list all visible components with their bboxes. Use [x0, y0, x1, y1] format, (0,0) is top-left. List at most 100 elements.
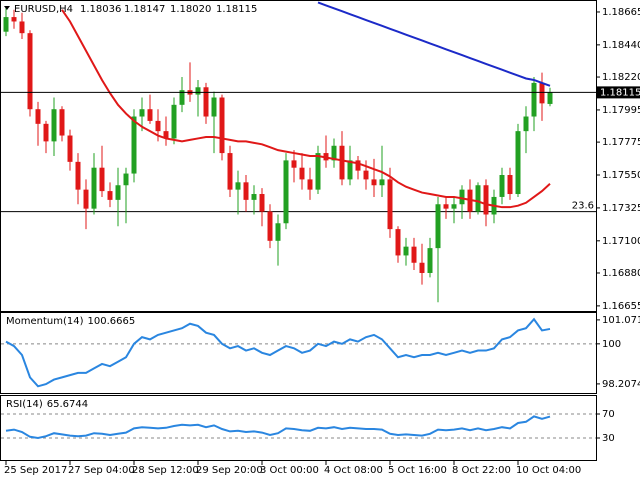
fib-level-label: 23.6 — [572, 201, 594, 212]
candle-body — [19, 21, 25, 34]
candle-body — [139, 109, 145, 117]
candle-body — [235, 182, 241, 190]
candle-body — [291, 160, 297, 168]
y-tick-label: 1.16880 — [602, 268, 640, 279]
y-tick-label: 1.17995 — [602, 105, 640, 116]
indicator-title: Momentum(14) 100.6665 — [6, 316, 135, 327]
x-tick-label: 5 Oct 16:00 — [388, 465, 447, 476]
candle-body — [539, 82, 545, 104]
y-tick-label: 1.18440 — [602, 40, 640, 51]
candle-body — [515, 131, 521, 195]
candle-body — [547, 92, 553, 104]
momentum-panel — [0, 312, 597, 394]
candle-body — [499, 175, 505, 197]
candle-body — [531, 82, 537, 117]
candle-body — [179, 90, 185, 105]
candle-body — [307, 179, 313, 190]
x-tick-label: 8 Oct 22:00 — [452, 465, 511, 476]
candle-body — [35, 109, 41, 124]
quote-close: 1.18115 — [216, 4, 257, 15]
candle-body — [147, 109, 153, 121]
candle-body — [315, 153, 321, 190]
candle-body — [403, 246, 409, 256]
candle-body — [355, 160, 361, 171]
x-tick-label: 10 Oct 04:00 — [516, 465, 581, 476]
y-tick-label: 1.17775 — [602, 137, 640, 148]
symbol: EURUSD,H4 — [14, 4, 73, 15]
candle-body — [363, 170, 369, 180]
candle-body — [171, 104, 177, 139]
candle-body — [99, 167, 105, 192]
candle-body — [419, 262, 425, 273]
candle-body — [371, 179, 377, 186]
candle-body — [243, 182, 249, 200]
quote-high: 1.18147 — [124, 4, 165, 15]
indicator-value: 65.6744 — [47, 399, 88, 410]
price-label: 1.18115 — [600, 87, 640, 98]
candle-body — [523, 116, 529, 132]
candle-body — [75, 161, 81, 190]
candle-body — [91, 167, 97, 209]
indicator-title: RSI(14) 65.6744 — [6, 399, 88, 410]
candle-body — [27, 33, 33, 110]
candle-body — [83, 189, 89, 209]
candle-body — [211, 97, 217, 117]
x-tick-label: 25 Sep 2017 — [4, 465, 67, 476]
candle-body — [443, 204, 449, 209]
candle-body — [387, 179, 393, 230]
y-tick-label: 1.18220 — [602, 72, 640, 83]
moving-average — [317, 1, 551, 87]
candle-body — [123, 173, 129, 186]
candle-body — [483, 185, 489, 215]
candle-body — [451, 204, 457, 209]
candle-body — [299, 167, 305, 180]
x-tick-label: 29 Sep 20:00 — [196, 465, 263, 476]
candle-body — [227, 153, 233, 190]
candle-body — [115, 185, 121, 200]
price-box — [597, 86, 640, 99]
indicator-line — [5, 317, 551, 388]
candle-body — [3, 17, 9, 32]
y-tick-label: 1.17325 — [602, 203, 640, 214]
indicator-name: RSI(14) — [6, 399, 43, 410]
candle-body — [107, 191, 113, 200]
candle-body — [11, 17, 17, 22]
main-panel — [0, 0, 597, 312]
y-tick-label: 70 — [602, 409, 615, 420]
x-tick-label: 27 Sep 04:00 — [68, 465, 135, 476]
y-tick-label: 1.18665 — [602, 7, 640, 18]
candle-body — [339, 145, 345, 180]
candle-body — [507, 175, 513, 195]
candle-body — [155, 120, 161, 132]
quote-open: 1.18036 — [80, 4, 121, 15]
y-tick-label: 100 — [602, 339, 621, 350]
candle-body — [251, 194, 257, 200]
candle-body — [195, 87, 201, 95]
y-tick-label: 98.2074 — [602, 379, 640, 390]
candle-body — [259, 194, 265, 212]
indicator-line — [5, 415, 551, 440]
rsi-panel — [0, 395, 597, 461]
candle-body — [395, 229, 401, 256]
candle-body — [67, 135, 73, 162]
candle-body — [475, 185, 481, 212]
y-tick-label: 1.17550 — [602, 170, 640, 181]
candle-body — [203, 87, 209, 117]
y-tick-label: 1.17100 — [602, 236, 640, 247]
quote-low: 1.18020 — [170, 4, 211, 15]
candle-body — [411, 246, 417, 263]
candle-body — [131, 116, 137, 174]
x-tick-label: 3 Oct 00:00 — [260, 465, 319, 476]
y-tick-label: 1.16655 — [602, 301, 640, 312]
candle-body — [219, 97, 225, 154]
header-arrow — [4, 6, 10, 10]
candle-body — [379, 179, 385, 186]
x-tick-label: 28 Sep 12:00 — [132, 465, 199, 476]
indicator-value: 100.6665 — [88, 316, 136, 327]
indicator-name: Momentum(14) — [6, 316, 84, 327]
candle-body — [163, 131, 169, 139]
candle-body — [347, 160, 353, 180]
y-tick-label: 30 — [602, 433, 615, 444]
